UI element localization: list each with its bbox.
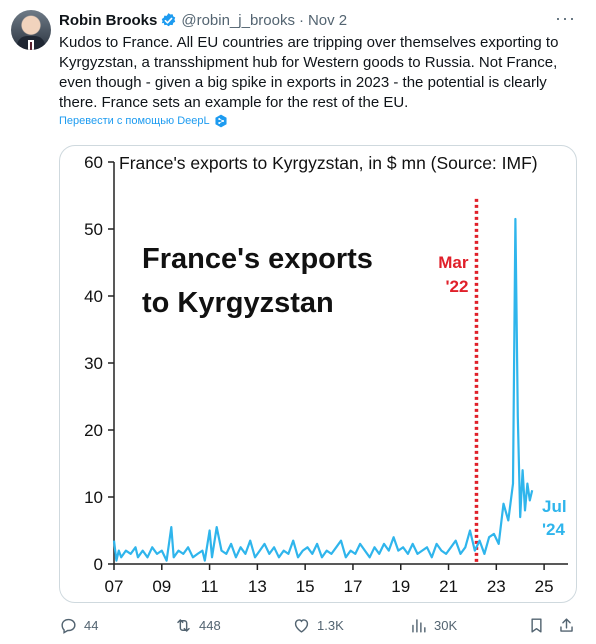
verified-badge-icon <box>162 12 176 26</box>
y-tick-label: 10 <box>84 488 103 507</box>
x-tick-label: 15 <box>296 577 315 596</box>
reply-count: 44 <box>84 617 99 633</box>
avatar[interactable] <box>11 10 51 50</box>
y-axis: 0 10 20 30 40 50 60 <box>84 153 114 574</box>
more-horizontal-icon[interactable]: ··· <box>555 8 576 28</box>
overlay-title-line2: to Kyrgyzstan <box>142 287 334 319</box>
bookmark-icon <box>531 617 542 633</box>
translate-label: Перевести с помощью DeepL <box>59 115 210 127</box>
views-button[interactable]: 30K <box>409 612 457 638</box>
tweet-date[interactable]: Nov 2 <box>307 11 348 29</box>
tweet-header: Robin Brooks @robin_j_brooks · Nov 2 <box>59 10 347 30</box>
chart-svg: France's exports to Kyrgyzstan, in $ mn … <box>84 153 568 596</box>
like-button[interactable]: 1.3K <box>292 612 344 638</box>
repost-count: 448 <box>199 617 221 633</box>
series-line <box>112 217 534 562</box>
x-axis: 07 09 11 13 15 17 19 21 23 25 <box>105 564 554 596</box>
view-count: 30K <box>434 617 458 633</box>
marker-label-year: '22 <box>446 277 469 296</box>
like-count: 1.3K <box>317 617 344 633</box>
chart-title: France's exports to Kyrgyzstan, in $ mn … <box>119 153 538 173</box>
action-bar: 44 448 1.3K 30K <box>59 612 581 638</box>
marker-label: Mar <box>438 253 469 272</box>
y-tick-label: 40 <box>84 287 103 306</box>
y-tick-label: 30 <box>84 354 103 373</box>
author-handle[interactable]: @robin_j_brooks <box>181 11 295 29</box>
header-separator: · <box>298 11 304 29</box>
x-tick-label: 19 <box>391 577 410 596</box>
end-label: Jul <box>542 497 567 516</box>
x-tick-label: 07 <box>105 577 124 596</box>
x-tick-label: 11 <box>201 577 219 596</box>
repost-button[interactable]: 448 <box>174 612 221 638</box>
x-tick-label: 23 <box>487 577 506 596</box>
share-button[interactable] <box>557 612 582 638</box>
x-tick-label: 09 <box>152 577 171 596</box>
x-tick-label: 21 <box>439 577 458 596</box>
deepl-logo-icon <box>215 114 227 128</box>
reply-button[interactable]: 44 <box>59 612 98 638</box>
y-tick-label: 60 <box>84 153 103 172</box>
x-tick-label: 25 <box>535 577 554 596</box>
tweet-text: Kudos to France. All EU countries are tr… <box>59 34 559 111</box>
bookmark-button[interactable] <box>527 612 552 638</box>
y-tick-label: 20 <box>84 421 103 440</box>
author-name[interactable]: Robin Brooks <box>59 11 158 29</box>
reply-icon <box>61 618 76 634</box>
y-tick-label: 0 <box>94 555 103 574</box>
views-chart-icon <box>412 618 426 633</box>
chart-image[interactable]: France's exports to Kyrgyzstan, in $ mn … <box>59 145 577 603</box>
overlay-title-line1: France's exports <box>142 243 373 275</box>
x-tick-label: 17 <box>343 577 362 596</box>
repost-icon <box>177 618 190 632</box>
end-label-year: '24 <box>542 520 565 539</box>
x-tick-label: 13 <box>248 577 267 596</box>
translate-link[interactable]: Перевести с помощью DeepL <box>59 114 228 128</box>
avatar-tie <box>30 42 32 50</box>
y-tick-label: 50 <box>84 220 103 239</box>
share-icon <box>560 617 573 632</box>
heart-icon <box>294 618 309 633</box>
